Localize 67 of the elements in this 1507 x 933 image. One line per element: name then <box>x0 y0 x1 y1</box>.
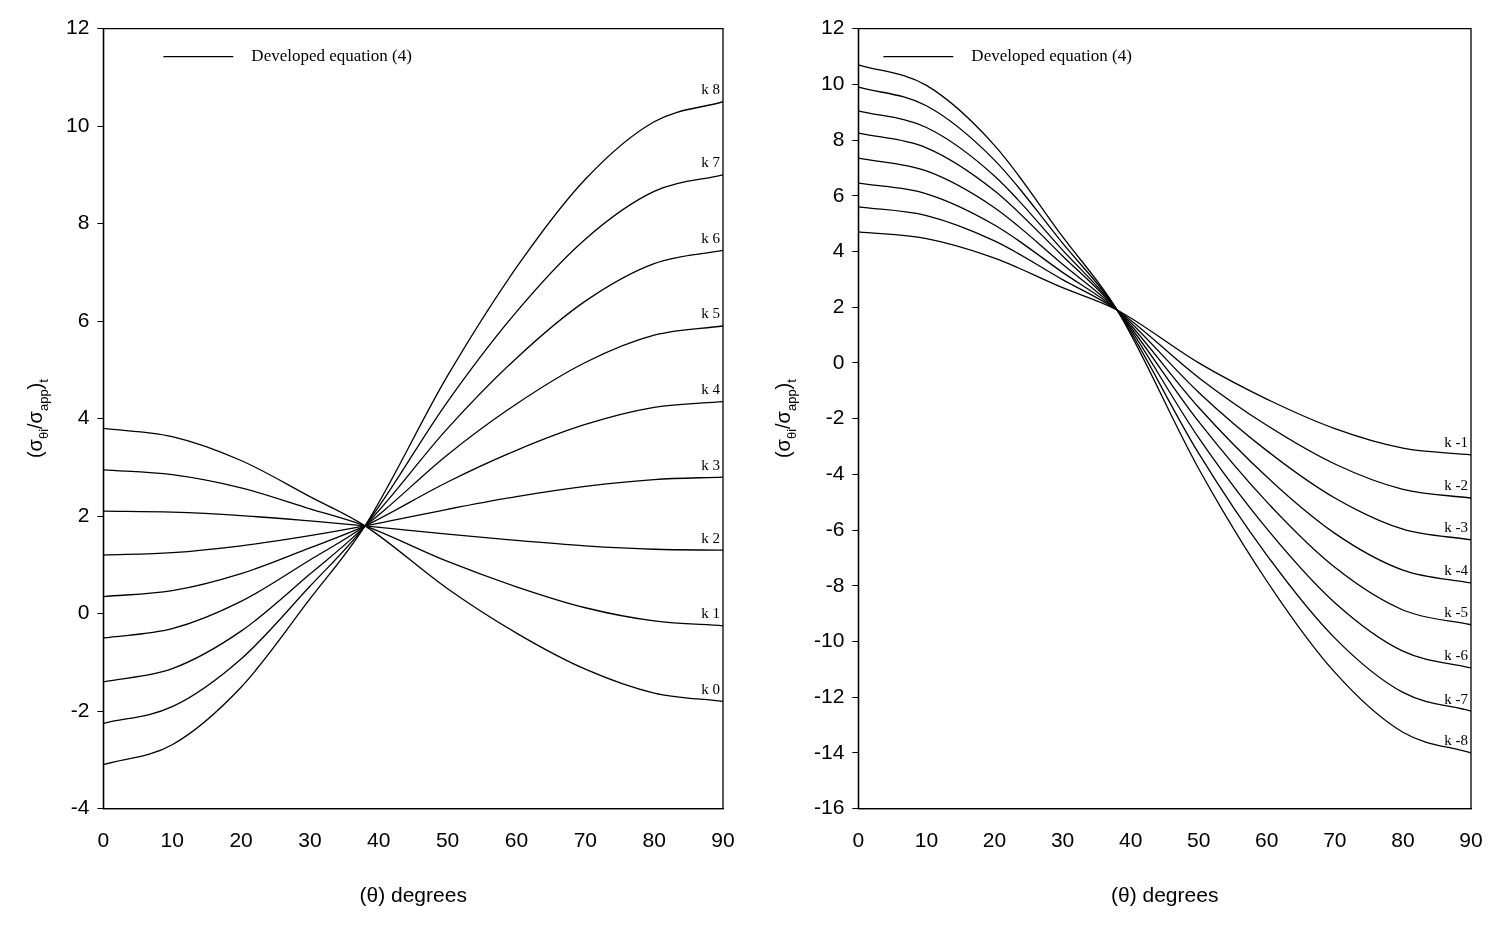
x-tick-label: 50 <box>435 828 460 851</box>
y-tick-label: 4 <box>832 238 845 262</box>
y-tick-label: 2 <box>77 502 90 526</box>
series-label: k 6 <box>701 229 721 246</box>
x-tick-label: 10 <box>160 828 184 851</box>
x-tick-label: 40 <box>367 828 391 851</box>
x-tick-label: 10 <box>914 828 939 851</box>
x-axis-title: (θ) degrees <box>359 883 467 907</box>
y-tick-label: -12 <box>813 683 845 707</box>
y-tick-label: 10 <box>66 112 90 136</box>
y-tick-label: -4 <box>70 795 90 819</box>
series-label: k -1 <box>1444 434 1468 451</box>
x-tick-label: 80 <box>642 828 666 851</box>
y-tick-label: 6 <box>77 307 90 331</box>
legend-title: Developed equation (4) <box>971 46 1132 66</box>
x-tick-label: 70 <box>1323 828 1347 851</box>
series-label: k 5 <box>701 305 720 322</box>
y-tick-label: -2 <box>70 697 90 721</box>
x-tick-label: 90 <box>1459 828 1483 851</box>
x-tick-label: 60 <box>504 828 529 851</box>
y-tick-label: 6 <box>832 182 845 206</box>
y-tick-label: -8 <box>825 572 845 596</box>
series-label: k -2 <box>1444 477 1468 494</box>
y-tick-label: 10 <box>820 71 845 95</box>
x-tick-label: 40 <box>1118 828 1143 851</box>
x-tick-label: 50 <box>1187 828 1211 851</box>
x-tick-label: 0 <box>852 828 865 851</box>
series-label: k 1 <box>701 605 720 622</box>
series-label: k 3 <box>701 456 720 473</box>
y-axis-title: (σθi/σapp)t <box>24 378 51 459</box>
series-label: k -3 <box>1444 519 1468 536</box>
series-label: k -4 <box>1444 562 1469 579</box>
y-tick-label: 0 <box>77 600 90 624</box>
series-label: k -5 <box>1444 604 1468 621</box>
series-label: k 2 <box>701 529 720 546</box>
x-axis-title: (θ) degrees <box>1110 883 1219 907</box>
y-tick-label: -14 <box>813 739 845 763</box>
series-label: k 7 <box>701 154 721 171</box>
y-tick-label: -2 <box>825 405 845 429</box>
x-tick-label: 0 <box>97 828 110 851</box>
y-tick-label: 12 <box>820 15 845 39</box>
y-tick-label: 4 <box>77 405 90 429</box>
y-tick-label: 12 <box>66 15 90 39</box>
series-label: k -6 <box>1444 647 1469 664</box>
x-tick-label: 20 <box>229 828 253 851</box>
x-tick-label: 80 <box>1391 828 1415 851</box>
y-axis-title: (σθi/σapp)t <box>772 378 799 459</box>
y-tick-label: -10 <box>813 628 845 652</box>
x-tick-label: 20 <box>982 828 1007 851</box>
x-tick-label: 30 <box>1050 828 1075 851</box>
y-tick-label: 0 <box>832 349 845 373</box>
x-tick-label: 30 <box>298 828 322 851</box>
y-tick-label: -4 <box>825 461 845 485</box>
series-label: k -8 <box>1444 732 1468 749</box>
y-tick-label: 8 <box>832 126 845 150</box>
series-label: k -7 <box>1444 690 1469 707</box>
y-tick-label: 8 <box>77 210 90 234</box>
x-tick-label: 60 <box>1255 828 1279 851</box>
x-tick-label: 70 <box>573 828 597 851</box>
series-label: k 0 <box>701 680 720 697</box>
series-label: k 8 <box>701 81 720 98</box>
y-tick-label: 2 <box>832 293 845 317</box>
x-tick-label: 90 <box>711 828 735 851</box>
legend-title: Developed equation (4) <box>251 46 412 66</box>
y-tick-label: -16 <box>813 795 845 819</box>
series-label: k 4 <box>701 380 721 397</box>
y-tick-label: -6 <box>825 516 845 540</box>
